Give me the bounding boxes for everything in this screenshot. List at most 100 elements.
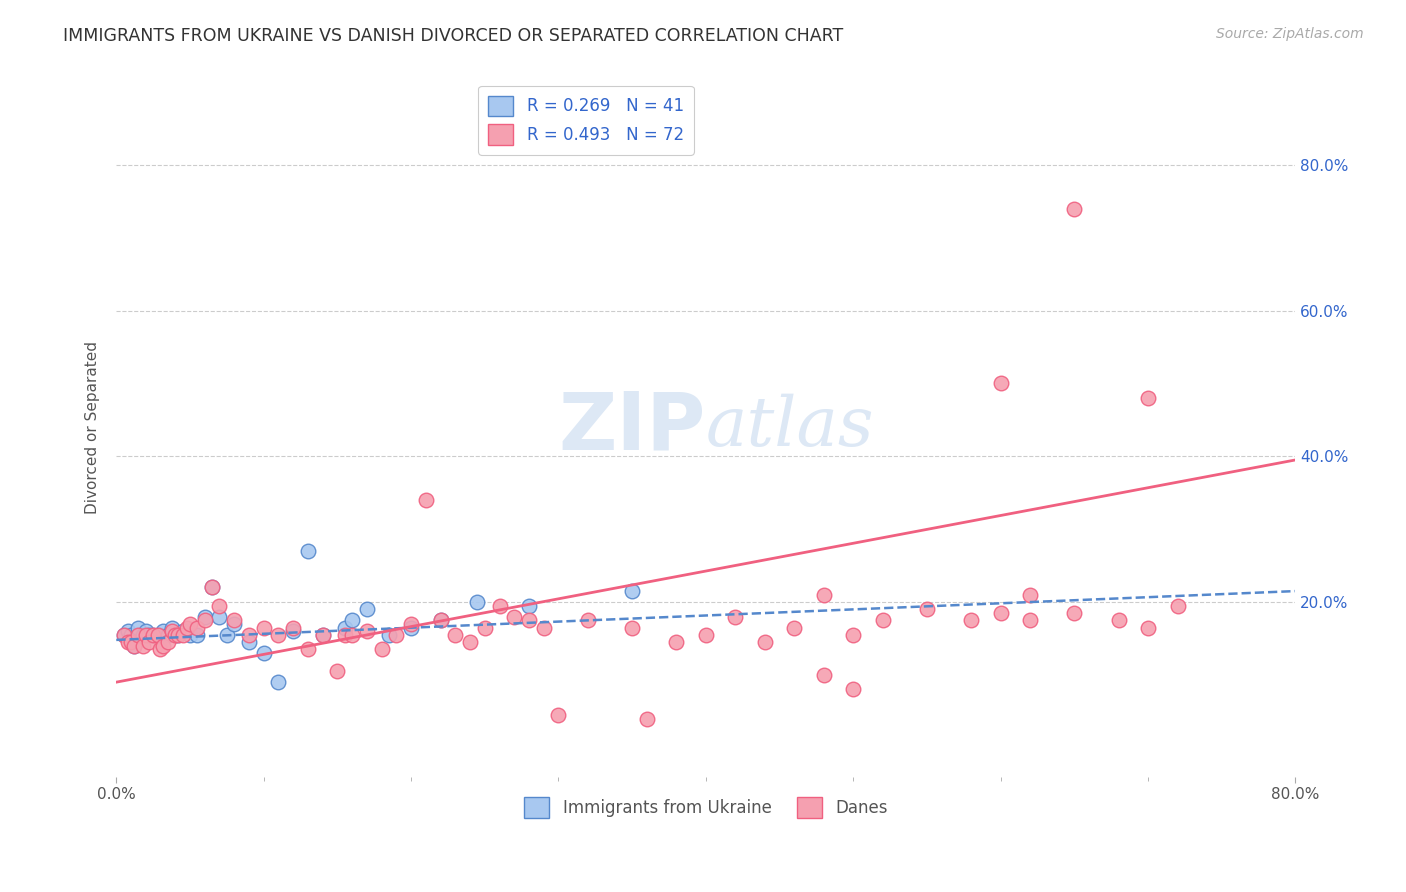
Point bbox=[297, 544, 319, 558]
Point bbox=[179, 628, 201, 642]
Point bbox=[399, 620, 422, 634]
Point bbox=[156, 635, 179, 649]
Text: atlas: atlas bbox=[706, 393, 875, 460]
Point bbox=[238, 628, 260, 642]
Point bbox=[186, 620, 208, 634]
Point bbox=[224, 616, 246, 631]
Point bbox=[474, 620, 496, 634]
Point bbox=[1108, 613, 1130, 627]
Point bbox=[636, 712, 658, 726]
Point bbox=[872, 613, 894, 627]
Point bbox=[399, 616, 422, 631]
Legend: Immigrants from Ukraine, Danes: Immigrants from Ukraine, Danes bbox=[517, 791, 894, 824]
Point bbox=[146, 628, 169, 642]
Point bbox=[135, 628, 157, 642]
Point bbox=[621, 584, 644, 599]
Point bbox=[547, 707, 569, 722]
Point bbox=[142, 628, 165, 642]
Point bbox=[117, 624, 139, 639]
Point bbox=[167, 628, 190, 642]
Point bbox=[142, 628, 165, 642]
Point bbox=[138, 635, 160, 649]
Point bbox=[665, 635, 688, 649]
Point bbox=[340, 628, 363, 642]
Point bbox=[120, 635, 142, 649]
Point bbox=[311, 628, 333, 642]
Point bbox=[215, 628, 238, 642]
Point bbox=[724, 609, 747, 624]
Point bbox=[517, 599, 540, 613]
Point bbox=[340, 613, 363, 627]
Point bbox=[208, 609, 231, 624]
Point bbox=[960, 613, 983, 627]
Point bbox=[112, 628, 135, 642]
Point bbox=[167, 628, 190, 642]
Point bbox=[281, 620, 304, 634]
Point bbox=[127, 628, 149, 642]
Point bbox=[152, 639, 174, 653]
Point bbox=[356, 602, 378, 616]
Point bbox=[488, 599, 510, 613]
Point bbox=[194, 609, 217, 624]
Point bbox=[467, 595, 489, 609]
Point bbox=[179, 616, 201, 631]
Point bbox=[238, 635, 260, 649]
Point bbox=[533, 620, 555, 634]
Point bbox=[333, 628, 356, 642]
Point bbox=[429, 613, 451, 627]
Point bbox=[162, 620, 184, 634]
Point bbox=[112, 628, 135, 642]
Point bbox=[378, 628, 401, 642]
Point bbox=[132, 628, 155, 642]
Point bbox=[1019, 588, 1042, 602]
Point bbox=[122, 639, 145, 653]
Point bbox=[127, 628, 149, 642]
Point bbox=[783, 620, 806, 634]
Point bbox=[444, 628, 467, 642]
Point bbox=[149, 642, 172, 657]
Point bbox=[1137, 391, 1160, 405]
Text: IMMIGRANTS FROM UKRAINE VS DANISH DIVORCED OR SEPARATED CORRELATION CHART: IMMIGRANTS FROM UKRAINE VS DANISH DIVORC… bbox=[63, 27, 844, 45]
Point bbox=[356, 624, 378, 639]
Point bbox=[1063, 202, 1085, 216]
Point bbox=[253, 620, 276, 634]
Point bbox=[152, 624, 174, 639]
Point bbox=[138, 628, 160, 642]
Point bbox=[326, 664, 349, 678]
Point bbox=[503, 609, 526, 624]
Point bbox=[333, 620, 356, 634]
Point bbox=[990, 606, 1012, 620]
Point bbox=[120, 628, 142, 642]
Point bbox=[165, 628, 187, 642]
Point bbox=[813, 668, 835, 682]
Point bbox=[842, 628, 865, 642]
Point bbox=[201, 581, 224, 595]
Point bbox=[517, 613, 540, 627]
Point bbox=[172, 624, 194, 639]
Point bbox=[1137, 620, 1160, 634]
Point bbox=[224, 613, 246, 627]
Point bbox=[146, 628, 169, 642]
Point bbox=[176, 620, 198, 634]
Point bbox=[990, 376, 1012, 391]
Point bbox=[1167, 599, 1189, 613]
Point bbox=[122, 639, 145, 653]
Point bbox=[135, 628, 157, 642]
Text: Source: ZipAtlas.com: Source: ZipAtlas.com bbox=[1216, 27, 1364, 41]
Point bbox=[172, 628, 194, 642]
Y-axis label: Divorced or Separated: Divorced or Separated bbox=[86, 341, 100, 514]
Point bbox=[370, 642, 392, 657]
Point bbox=[813, 588, 835, 602]
Text: ZIP: ZIP bbox=[558, 388, 706, 467]
Point bbox=[135, 624, 157, 639]
Point bbox=[162, 624, 184, 639]
Point bbox=[117, 635, 139, 649]
Point bbox=[1063, 606, 1085, 620]
Point bbox=[576, 613, 599, 627]
Point bbox=[297, 642, 319, 657]
Point bbox=[621, 620, 644, 634]
Point bbox=[208, 599, 231, 613]
Point bbox=[695, 628, 717, 642]
Point bbox=[149, 628, 172, 642]
Point bbox=[267, 675, 290, 690]
